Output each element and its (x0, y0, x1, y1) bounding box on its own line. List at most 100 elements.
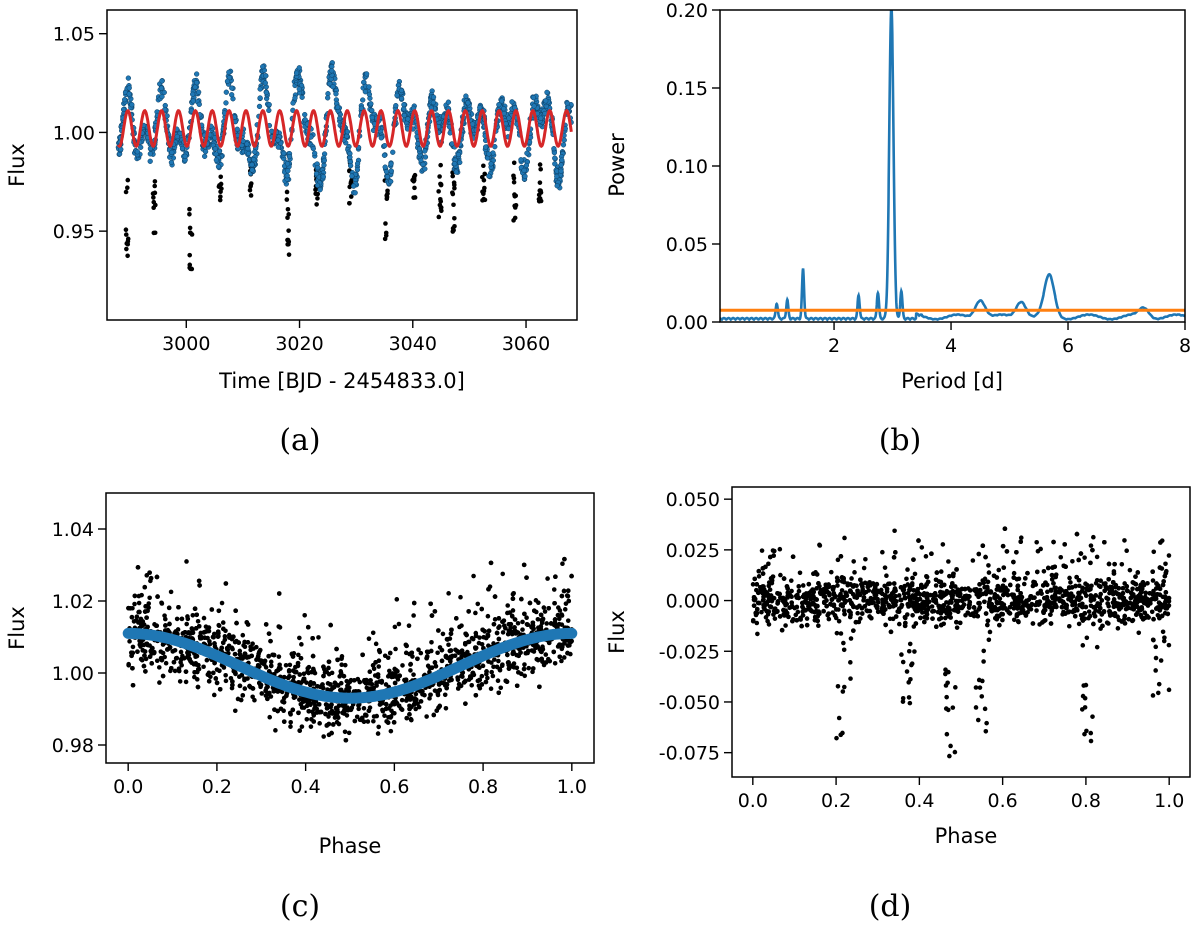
phased-data-point (433, 663, 439, 669)
phased-data-point (185, 616, 191, 622)
phased-data-point (130, 650, 136, 656)
outlier-point (187, 262, 193, 268)
phased-data-point (193, 661, 199, 666)
phased-data-point (500, 630, 506, 635)
outlier-point (153, 202, 158, 208)
phased-data-point (346, 730, 352, 736)
phased-data-point (543, 652, 549, 657)
lightcurve-point (398, 87, 405, 94)
phased-data-point (505, 603, 511, 608)
phased-data-point (483, 679, 489, 685)
outlier-point (383, 221, 388, 226)
phased-data-point (393, 699, 398, 705)
phased-data-point (317, 721, 322, 726)
residual-point (756, 574, 762, 579)
lightcurve-point (394, 92, 400, 98)
outlier-point (511, 179, 517, 185)
lightcurve-point (245, 145, 251, 152)
residual-point (770, 548, 776, 553)
residual-point (946, 559, 951, 564)
phased-data-point (562, 607, 568, 612)
phased-data-point (259, 691, 265, 696)
outlier-point (511, 173, 516, 179)
outlier-point (313, 191, 319, 197)
lightcurve-point (202, 148, 209, 155)
phased-data-point (252, 697, 257, 703)
panel-a-ylabel: Flux (5, 143, 29, 187)
residual-point (835, 583, 840, 588)
residual-point (1124, 548, 1129, 554)
panel-b-label: (b) (879, 423, 922, 458)
outlier-point (248, 193, 254, 198)
phased-data-point (141, 663, 147, 669)
lightcurve-point (551, 146, 557, 152)
phased-data-point (265, 696, 270, 702)
outlier-point (123, 227, 129, 233)
phased-data-point (187, 656, 192, 662)
phased-data-point (135, 649, 140, 654)
phased-data-point (443, 705, 449, 711)
phased-data-point (239, 672, 245, 678)
residual-point (863, 556, 868, 562)
phased-data-point (510, 608, 516, 613)
phased-data-point (126, 661, 131, 667)
residual-point (970, 558, 976, 563)
phased-data-point (346, 685, 352, 691)
lightcurve-point (321, 157, 327, 164)
outlier-point (187, 225, 193, 231)
phased-data-point (557, 616, 562, 622)
outlier-point (482, 171, 488, 177)
phased-data-point (370, 663, 376, 668)
phased-data-point (356, 703, 361, 708)
phased-data-point (343, 737, 349, 743)
panel-c-plot-area (122, 556, 578, 743)
phased-data-point (375, 672, 381, 677)
phased-data-point (428, 601, 433, 607)
phased-data-point (512, 625, 517, 630)
phased-data-point (189, 660, 194, 665)
phased-data-point (268, 638, 273, 644)
phased-data-point (366, 636, 372, 641)
x-tick-label: 2 (828, 335, 840, 357)
phased-data-point (489, 669, 494, 675)
phased-data-point (374, 680, 379, 685)
residual-point (826, 616, 832, 622)
phased-data-point (492, 617, 498, 622)
x-tick-label: 0.6 (379, 776, 409, 798)
phased-data-point (542, 609, 548, 614)
phased-data-point (551, 587, 557, 592)
residual-point (1091, 534, 1096, 540)
phased-data-point (326, 714, 331, 719)
residual-point (1042, 603, 1047, 609)
phased-data-point (420, 688, 425, 694)
y-tick-label: 0.05 (666, 234, 708, 256)
lightcurve-point (223, 100, 229, 106)
phased-data-point (444, 685, 449, 691)
phased-data-point (552, 600, 557, 606)
outlier-point (152, 179, 158, 184)
phased-data-point (149, 661, 155, 666)
lightcurve-point (465, 100, 471, 106)
phased-data-point (137, 620, 143, 625)
lightcurve-point (129, 102, 135, 108)
phased-data-point (130, 644, 136, 650)
phased-data-point (408, 662, 413, 667)
phased-data-point (232, 670, 238, 675)
panel-b-ticks: 2 4 6 80.000.050.100.150.20 (666, 0, 1191, 357)
phased-data-point (508, 629, 514, 635)
residual-point (1150, 578, 1156, 583)
lightcurve-point (194, 80, 200, 86)
phased-data-point (159, 600, 164, 606)
phased-data-point (491, 621, 497, 627)
lightcurve-point (349, 173, 355, 179)
phased-data-point (137, 642, 143, 647)
residual-point (1104, 620, 1110, 625)
phased-data-point (233, 608, 238, 614)
residual-point (1018, 535, 1024, 540)
phased-data-point (162, 654, 167, 660)
residual-point (851, 559, 856, 564)
lightcurve-point (384, 174, 391, 180)
phased-data-point (561, 588, 567, 594)
sinusoid-model-line (116, 108, 573, 148)
phased-data-point (556, 621, 562, 627)
